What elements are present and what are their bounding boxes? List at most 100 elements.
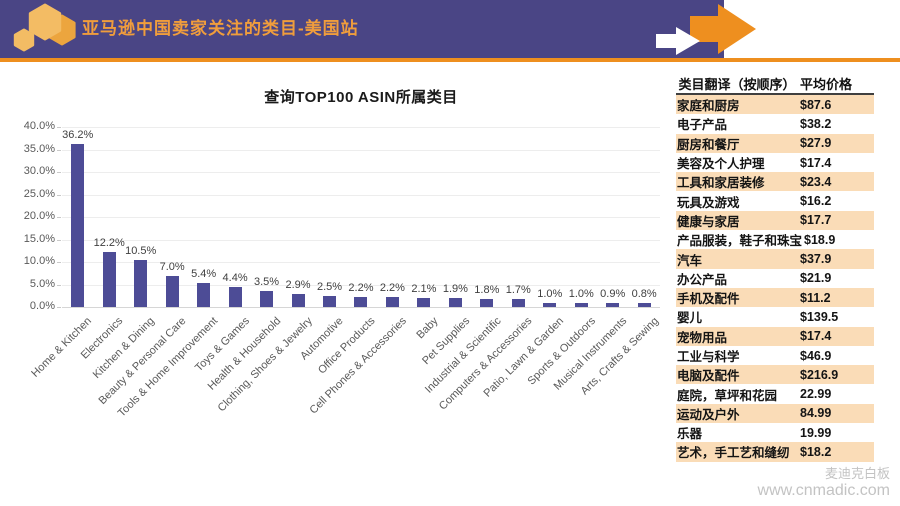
category-cell: 产品服装，鞋子和珠宝 <box>677 234 803 249</box>
bar-slot: 2.2% <box>377 127 408 307</box>
category-cell: 办公产品 <box>677 272 728 287</box>
bar-value-label: 3.5% <box>254 276 280 289</box>
page-title: 亚马逊中国卖家关注的类目-美国站 <box>82 19 359 38</box>
y-axis-tick-label: 10.0% <box>23 255 55 267</box>
chart-title: 查询TOP100 ASIN所属类目 <box>264 89 458 106</box>
header-underline <box>0 58 900 62</box>
bar-value-label: 2.9% <box>285 278 311 291</box>
gridline <box>62 307 660 308</box>
price-cell: $18.2 <box>800 444 832 459</box>
bar <box>448 298 462 307</box>
table-row: 电脑及配件 $216.9 <box>676 365 874 385</box>
table-header-price: 平均价格 <box>800 76 853 92</box>
table-row: 宠物用品 $17.4 <box>676 326 874 346</box>
bar-value-label: 1.0% <box>568 287 594 300</box>
category-cell: 宠物用品 <box>677 330 728 345</box>
y-axis-tick <box>57 217 61 218</box>
y-axis-tick-label: 25.0% <box>23 187 55 200</box>
white-arrow-icon <box>656 27 700 55</box>
bar <box>165 275 179 307</box>
category-cell: 手机及配件 <box>677 292 740 307</box>
bar-value-label: 4.4% <box>222 272 248 285</box>
category-cell: 电脑及配件 <box>677 369 740 384</box>
category-cell: 运动及户外 <box>677 407 740 422</box>
bar <box>71 144 85 307</box>
table-row: 运动及户外 84.99 <box>676 403 874 424</box>
y-axis-tick-label: 35.0% <box>23 142 55 155</box>
price-cell: $37.9 <box>800 252 832 267</box>
price-cell: $38.2 <box>800 116 832 131</box>
price-cell: 19.99 <box>800 425 832 440</box>
category-cell: 工具和家居装修 <box>677 176 765 191</box>
bar-slot: 5.4% <box>188 127 219 307</box>
price-cell: $18.9 <box>804 232 836 247</box>
bar-slot: 1.9% <box>440 127 471 307</box>
price-cell: 84.99 <box>800 406 832 421</box>
logo-hexagons-icon <box>13 3 76 52</box>
y-axis-tick <box>57 127 61 128</box>
header-banner <box>0 0 900 62</box>
bar <box>417 297 431 307</box>
bar-value-label: 5.4% <box>191 267 217 280</box>
y-axis-tick <box>57 262 61 263</box>
bar-value-label: 1.8% <box>474 283 500 296</box>
watermark: 麦迪克白板 www.cnmadic.com <box>758 466 890 500</box>
bar-value-label: 0.8% <box>631 288 657 301</box>
bar-value-label: 1.7% <box>505 284 531 297</box>
y-axis-tick-label: 30.0% <box>23 165 55 177</box>
y-axis-tick <box>57 194 61 196</box>
bar-slot: 10.5% <box>125 127 156 307</box>
category-cell: 庭院，草坪和花园 <box>677 388 778 403</box>
price-table: 类目翻译（按顺序） 平均价格 家庭和厨房 $87.6 电子产品 $38.2 厨房和餐厅 $… <box>676 73 874 462</box>
bar-value-label: 7.0% <box>159 260 185 273</box>
table-row: 健康与家居 $17.7 <box>676 210 874 231</box>
hexagon-large-icon <box>28 3 62 41</box>
bar <box>228 287 242 307</box>
bar <box>543 302 557 307</box>
bar <box>260 291 274 307</box>
bar-value-label: 36.2% <box>62 129 94 142</box>
bar <box>480 298 494 307</box>
y-axis-tick <box>57 284 61 286</box>
bar <box>102 252 116 307</box>
y-axis-tick-label: 0.0% <box>29 300 55 312</box>
category-cell: 家庭和厨房 <box>677 99 740 114</box>
category-cell: 汽车 <box>677 253 703 268</box>
bar <box>574 302 588 307</box>
bar <box>354 297 368 307</box>
category-cell: 婴儿 <box>677 311 703 326</box>
bar <box>291 293 305 307</box>
bar-value-label: 12.2% <box>93 237 125 250</box>
table-row: 产品服装，鞋子和珠宝 $18.9 <box>676 230 874 249</box>
bar-slot: 2.5% <box>314 127 345 307</box>
category-cell: 电子产品 <box>677 118 728 133</box>
price-cell: $21.9 <box>800 271 832 286</box>
table-row: 手机及配件 $11.2 <box>676 287 874 308</box>
bar-slot: 0.8% <box>628 127 659 307</box>
chart-plot-area: 36.2% 12.2% 10.5% 7.0% 5.4% 4.4% 3.5% 2.9% 2.5% 2… <box>62 127 660 307</box>
price-cell: $16.2 <box>800 194 832 209</box>
bar-slot: 1.0% <box>566 127 597 307</box>
y-axis-tick <box>57 172 61 173</box>
x-axis-category-label: Baby <box>414 315 441 342</box>
bar-value-label: 0.9% <box>600 287 626 300</box>
bar-value-label: 10.5% <box>125 244 157 257</box>
gridline <box>62 217 660 218</box>
bar-value-label: 1.9% <box>442 283 468 296</box>
price-cell: $216.9 <box>800 367 839 382</box>
price-cell: $17.4 <box>800 329 832 344</box>
price-cell: $11.2 <box>800 290 831 305</box>
category-cell: 乐器 <box>677 427 703 442</box>
bar <box>197 282 211 307</box>
y-axis-tick-label: 15.0% <box>23 232 55 245</box>
bar-value-label: 2.1% <box>411 282 437 295</box>
y-axis-tick-label: 20.0% <box>23 210 55 222</box>
bar <box>134 259 148 307</box>
y-axis-tick <box>57 307 61 308</box>
bar <box>511 299 525 307</box>
gridline <box>62 172 660 173</box>
bar <box>322 295 336 307</box>
category-cell: 玩具及游戏 <box>677 195 740 210</box>
price-cell: $27.9 <box>800 136 832 151</box>
